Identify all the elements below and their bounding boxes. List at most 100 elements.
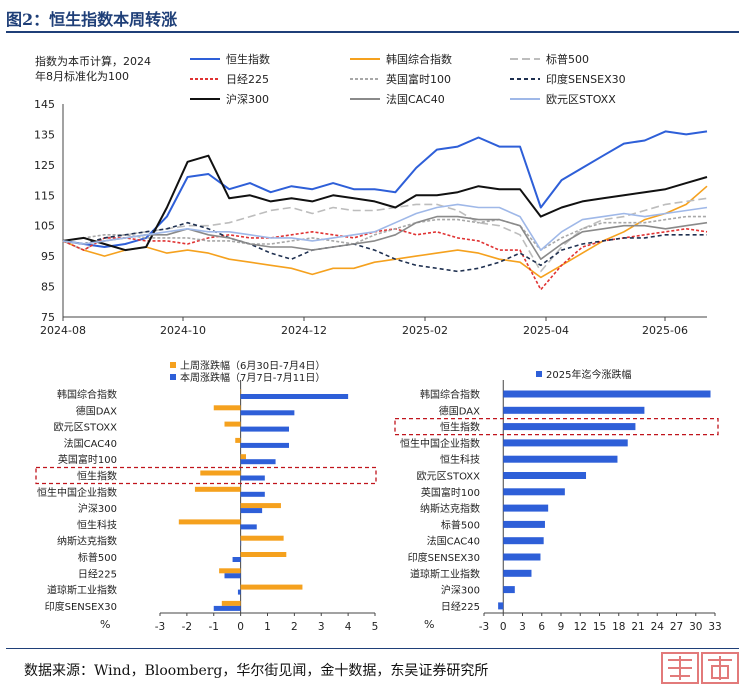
bar-法国CAC40 — [235, 437, 241, 443]
y-tick-label: 115 — [34, 189, 55, 202]
bar-纳斯达克指数 — [503, 504, 549, 512]
bar-沪深300 — [240, 503, 281, 509]
x-axis-label: % — [100, 618, 110, 631]
bar-道琼斯工业指数 — [240, 584, 303, 590]
x-tick-label: -3 — [155, 621, 165, 633]
x-tick-label: -1 — [209, 621, 219, 633]
category-label: 韩国综合指数 — [420, 388, 480, 401]
category-label: 道琼斯工业指数 — [410, 567, 480, 580]
bar-印度SENSEX30 — [503, 553, 541, 561]
bar-恒生科技 — [240, 524, 257, 530]
y-tick-label: 125 — [34, 159, 55, 172]
category-label: 印度SENSEX30 — [408, 551, 480, 564]
category-label: 英国富时100 — [421, 486, 480, 499]
bar-道琼斯工业指数 — [237, 589, 241, 595]
x-tick-label: 2024-08 — [40, 324, 86, 337]
bar-恒生中国企业指数 — [503, 439, 628, 447]
x-tick-label: -2 — [182, 621, 192, 633]
legend-label: 日经225 — [226, 73, 269, 86]
y-tick-label: 95 — [41, 250, 55, 263]
series-line-法国CAC40 — [62, 215, 708, 261]
legend-swatch — [170, 374, 176, 380]
bar-德国DAX — [503, 406, 645, 414]
x-tick-label: 2 — [291, 621, 298, 633]
legend-label: 恒生指数 — [226, 52, 270, 66]
x-tick-label: 18 — [612, 621, 625, 633]
bar-沪深300 — [503, 586, 515, 594]
bar-沪深300 — [240, 508, 263, 514]
x-tick-label: 24 — [651, 621, 665, 633]
category-label: 恒生指数 — [77, 470, 117, 483]
x-tick-label: 30 — [689, 621, 702, 633]
series-line-恒生指数 — [62, 130, 708, 248]
bar-恒生科技 — [503, 455, 618, 463]
x-tick-label: 3 — [519, 621, 526, 633]
x-tick-label: 5 — [372, 621, 379, 633]
bar-欧元区STOXX — [224, 421, 241, 427]
bar-纳斯达克指数 — [240, 540, 242, 546]
x-tick-label: 9 — [558, 621, 565, 633]
category-label: 道琼斯工业指数 — [47, 584, 117, 597]
bar-日经225 — [219, 568, 241, 574]
source-note: 数据来源：Wind，Bloomberg，华尔街见闻，金十数据，东吴证券研究所 — [24, 663, 489, 679]
bar-法国CAC40 — [503, 537, 544, 545]
watermark-logo — [661, 652, 739, 684]
legend-label: 韩国综合指数 — [386, 52, 452, 66]
category-label: 英国富时100 — [58, 453, 117, 466]
category-label: 日经225 — [78, 567, 117, 580]
category-label: 标普500 — [78, 551, 117, 564]
x-tick-label: 33 — [708, 621, 721, 633]
bar-恒生指数 — [503, 423, 636, 431]
bar-欧元区STOXX — [503, 472, 587, 479]
bar-恒生指数 — [200, 470, 241, 476]
category-label: 法国CAC40 — [427, 535, 480, 548]
x-tick-label: 27 — [670, 621, 683, 633]
bar-印度SENSEX30 — [213, 605, 241, 611]
x-tick-label: 12 — [574, 621, 587, 633]
y-tick-label: 75 — [41, 311, 55, 324]
category-label: 沪深300 — [441, 584, 480, 597]
y-tick-label: 85 — [41, 281, 55, 294]
category-label: 欧元区STOXX — [54, 422, 118, 434]
highlight-box — [35, 466, 377, 485]
x-tick-label: 2024-10 — [160, 324, 206, 337]
category-label: 纳斯达克指数 — [420, 502, 480, 515]
legend-label: 法国CAC40 — [386, 92, 445, 106]
bar-日经225 — [224, 573, 241, 579]
bar-纳斯达克指数 — [240, 535, 284, 541]
bar-韩国综合指数 — [240, 394, 349, 399]
series-line-韩国综合指数 — [62, 185, 708, 279]
highlight-box — [394, 417, 719, 436]
footer-rule — [6, 648, 739, 649]
bar-恒生指数 — [240, 475, 265, 481]
x-tick-label: 2025-04 — [523, 324, 569, 337]
category-label: 恒生科技 — [440, 453, 480, 466]
category-label: 恒生中国企业指数 — [37, 486, 117, 499]
series-line-英国富时100 — [62, 215, 707, 251]
category-label: 纳斯达克指数 — [57, 535, 117, 548]
bar-标普500 — [232, 557, 241, 562]
bar-标普500 — [240, 552, 287, 557]
bar-日经225 — [498, 602, 504, 610]
bar-德国DAX — [240, 410, 295, 416]
legend-label: 标普500 — [546, 52, 589, 66]
bar-恒生中国企业指数 — [240, 491, 265, 497]
x-tick-label: 2025-06 — [642, 324, 688, 337]
chart-note-line2: 年8月标准化为100 — [35, 69, 129, 83]
bar-道琼斯工业指数 — [503, 569, 532, 577]
legend-swatch — [170, 362, 176, 368]
category-label: 日经225 — [441, 600, 480, 613]
series-line-标普500 — [62, 197, 708, 273]
figure-title: 图2：恒生指数本周转涨 — [6, 10, 178, 29]
bar-印度SENSEX30 — [221, 600, 241, 606]
x-tick-label: 0 — [500, 621, 507, 633]
y-tick-label: 145 — [34, 98, 55, 111]
category-label: 印度SENSEX30 — [45, 600, 117, 613]
y-tick-label: 105 — [34, 220, 55, 233]
legend-label: 英国富时100 — [386, 72, 451, 86]
bar-法国CAC40 — [240, 442, 289, 448]
category-label: 恒生指数 — [440, 421, 480, 434]
x-tick-label: 3 — [318, 621, 325, 633]
title-rule — [6, 31, 739, 33]
x-tick-label: 6 — [538, 621, 545, 633]
